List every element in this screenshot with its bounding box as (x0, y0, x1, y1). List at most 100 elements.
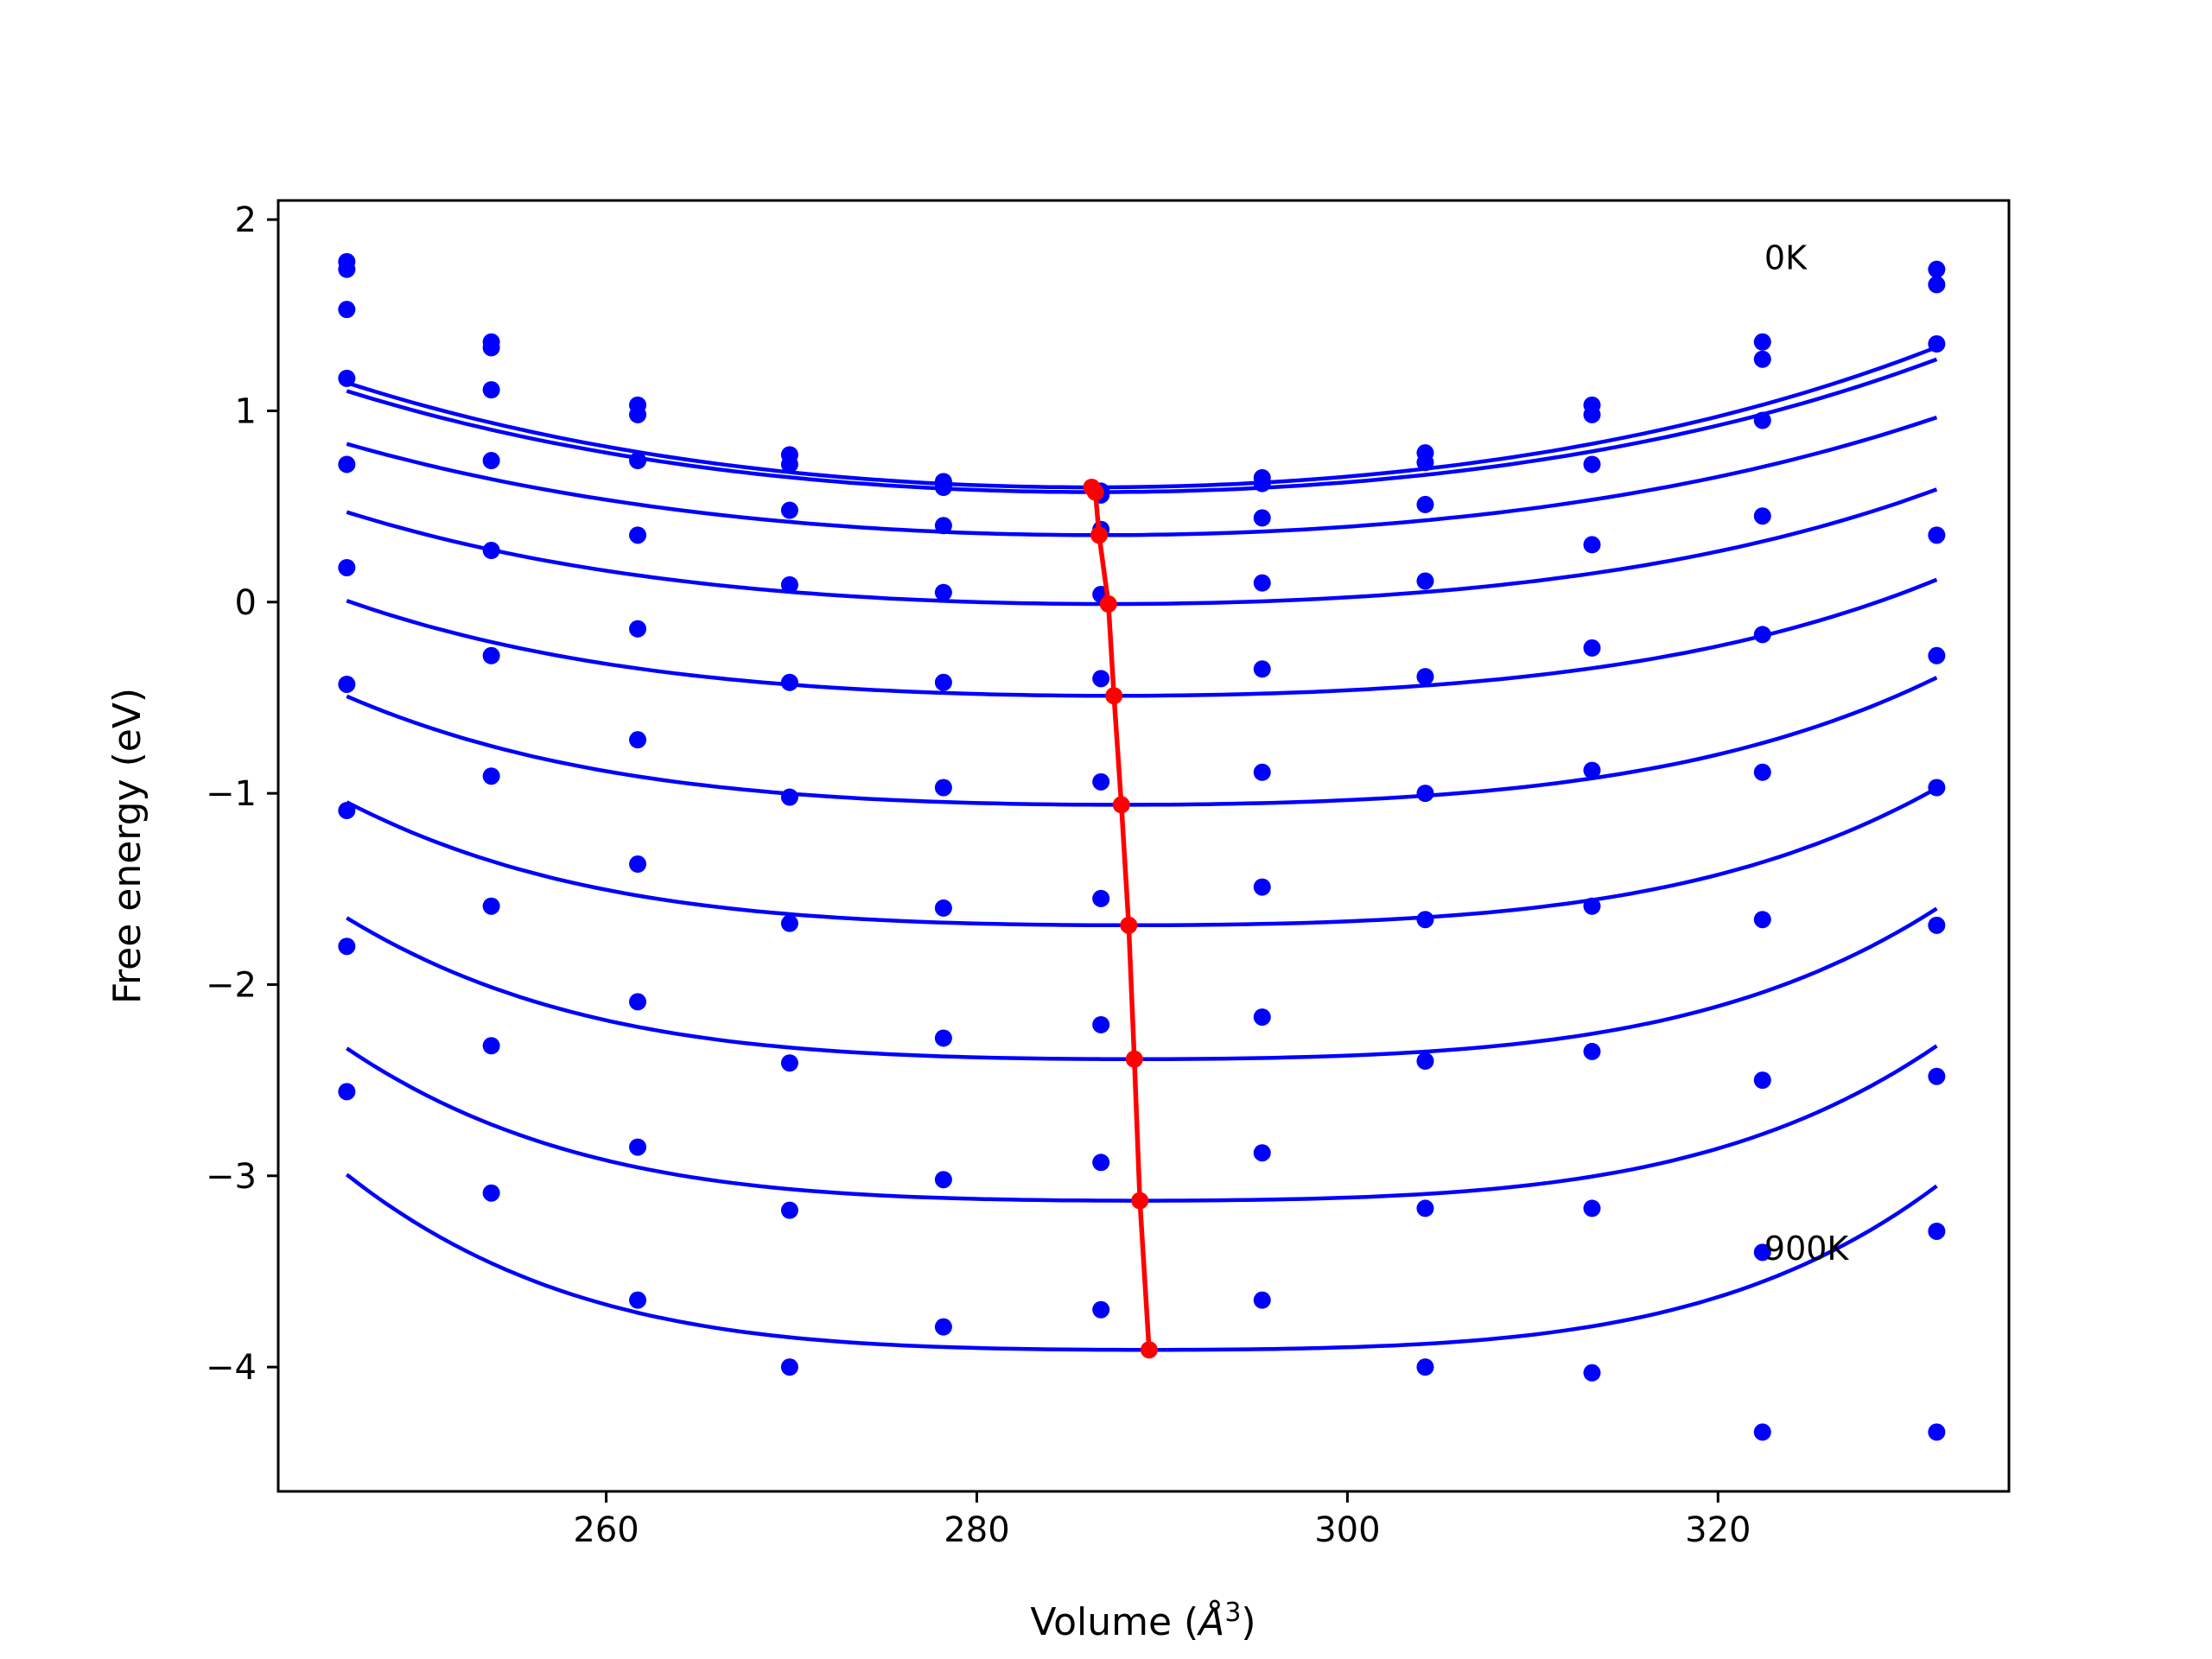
data-point-6-1 (482, 767, 500, 785)
data-point-6-9 (1753, 911, 1771, 929)
data-point-8-0 (338, 938, 356, 956)
fit-curve-5 (346, 676, 1938, 807)
data-point-6-5 (1092, 889, 1110, 907)
data-point-6-8 (1583, 897, 1601, 915)
data-point-4-3 (780, 673, 798, 691)
data-point-8-9 (1753, 1243, 1771, 1262)
data-point-1-1 (482, 339, 500, 357)
data-point-9-3 (780, 1358, 798, 1376)
y-tick-label-2: −2 (206, 965, 257, 1005)
data-point-6-6 (1253, 878, 1271, 896)
data-point-4-7 (1416, 668, 1434, 686)
minimum-point-7 (1125, 1050, 1143, 1068)
data-point-3-3 (780, 575, 798, 594)
data-point-9-8 (1583, 1363, 1601, 1382)
fit-curve-7 (346, 906, 1938, 1062)
minimum-point-2 (1090, 526, 1109, 544)
data-point-4-10 (1928, 646, 1946, 664)
data-point-9-2 (629, 1291, 647, 1309)
data-point-5-5 (1092, 772, 1110, 791)
data-point-9-5 (1092, 1300, 1110, 1319)
data-point-2-1 (482, 381, 500, 399)
data-point-4-5 (1092, 670, 1110, 688)
data-point-5-1 (482, 646, 500, 664)
data-point-3-0 (338, 369, 356, 387)
fit-curve-0 (346, 345, 1938, 490)
data-point-5-9 (1753, 763, 1771, 781)
minimum-point-3 (1099, 595, 1117, 613)
data-point-7-5 (1092, 1015, 1110, 1033)
data-points (338, 252, 1946, 1441)
data-point-7-3 (780, 1054, 798, 1072)
data-point-2-7 (1416, 495, 1434, 513)
data-point-2-6 (1253, 509, 1271, 527)
data-point-8-10 (1928, 1222, 1946, 1240)
data-point-1-2 (629, 405, 647, 423)
annotations: 0K 900K (1764, 238, 1850, 1268)
x-tick-label-1: 280 (944, 1510, 1009, 1550)
data-point-5-3 (780, 788, 798, 806)
data-point-5-2 (629, 731, 647, 749)
data-point-3-8 (1583, 536, 1601, 554)
minimum-point-8 (1131, 1192, 1149, 1210)
data-point-9-0 (338, 1083, 356, 1101)
fit-curve-8 (346, 1044, 1938, 1203)
y-tick-label-4: 0 (235, 583, 257, 623)
data-point-6-3 (780, 914, 798, 932)
data-point-9-10 (1928, 1423, 1946, 1441)
data-point-3-7 (1416, 572, 1434, 590)
data-point-3-9 (1753, 507, 1771, 525)
data-point-4-6 (1253, 660, 1271, 678)
data-point-8-7 (1416, 1199, 1434, 1217)
data-point-6-4 (934, 899, 952, 917)
data-point-5-6 (1253, 763, 1271, 781)
data-point-9-9 (1753, 1423, 1771, 1441)
data-point-7-9 (1753, 1071, 1771, 1090)
annotation-0: 0K (1764, 238, 1808, 276)
fit-curve-1 (346, 357, 1938, 494)
data-point-2-4 (934, 517, 952, 535)
data-point-0-10 (1928, 260, 1946, 278)
data-point-4-8 (1583, 639, 1601, 657)
data-point-7-8 (1583, 1042, 1601, 1060)
data-point-7-4 (934, 1029, 952, 1047)
data-point-2-10 (1928, 335, 1946, 353)
data-point-7-10 (1928, 1067, 1946, 1085)
data-point-5-7 (1416, 785, 1434, 803)
data-point-1-10 (1928, 276, 1946, 294)
data-point-7-2 (629, 993, 647, 1011)
fit-curve-3 (346, 487, 1938, 607)
y-tick-label-1: −3 (206, 1157, 257, 1197)
y-axis-label: Free energy (eV) (105, 688, 149, 1004)
y-tick-label-3: −1 (206, 774, 257, 814)
minimum-point-1 (1086, 483, 1104, 501)
minimum-point-9 (1140, 1341, 1158, 1359)
fit-curve-6 (346, 786, 1938, 928)
x-tick-label-2: 300 (1314, 1510, 1380, 1550)
y-tick-label-5: 1 (235, 391, 257, 431)
data-point-6-2 (629, 855, 647, 874)
fit-curve-4 (346, 577, 1938, 698)
minimum-point-5 (1112, 796, 1130, 814)
data-point-5-4 (934, 779, 952, 797)
data-point-8-3 (780, 1201, 798, 1219)
data-point-2-0 (338, 301, 356, 319)
data-point-7-7 (1416, 1052, 1434, 1070)
data-point-5-10 (1928, 779, 1946, 797)
data-point-0-9 (1753, 333, 1771, 351)
data-point-4-4 (934, 673, 952, 691)
data-point-1-4 (934, 479, 952, 496)
data-point-6-10 (1928, 916, 1946, 934)
data-point-6-7 (1416, 911, 1434, 929)
data-point-8-5 (1092, 1154, 1110, 1172)
data-point-8-2 (629, 1138, 647, 1156)
data-point-3-4 (934, 583, 952, 601)
minimum-point-4 (1105, 687, 1123, 705)
data-point-1-8 (1583, 405, 1601, 423)
fit-curve-2 (346, 415, 1938, 537)
data-point-1-6 (1253, 474, 1271, 493)
data-point-4-0 (338, 455, 356, 474)
minimum-path (1083, 479, 1158, 1359)
data-point-8-4 (934, 1171, 952, 1189)
y-axis: −4 −3 −2 −1 0 1 2 (206, 200, 278, 1388)
